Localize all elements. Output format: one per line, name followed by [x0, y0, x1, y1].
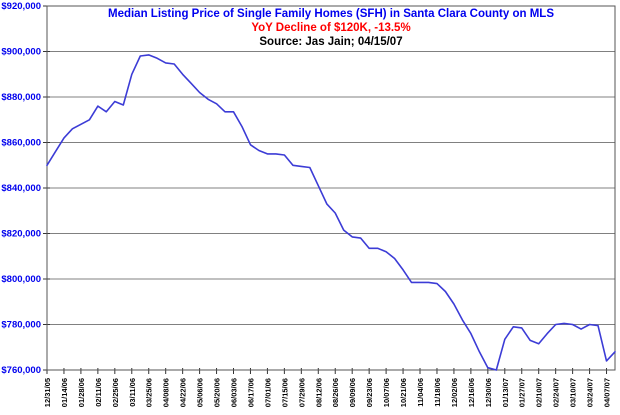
x-axis-label-07/29/06: 07/29/06 [297, 378, 306, 407]
x-axis-label-07/01/06: 07/01/06 [263, 378, 272, 407]
x-axis-label-04/08/06: 04/08/06 [162, 378, 171, 407]
x-axis-label-03/10/07: 03/10/07 [569, 378, 578, 407]
x-axis-label-05/06/06: 05/06/06 [196, 378, 205, 407]
x-axis-label-03/25/06: 03/25/06 [145, 378, 154, 407]
x-axis-label-03/24/07: 03/24/07 [586, 378, 595, 407]
x-axis-label-01/13/07: 01/13/07 [501, 378, 510, 407]
x-axis-label-08/12/06: 08/12/06 [314, 378, 323, 407]
x-axis-label-03/11/06: 03/11/06 [128, 378, 137, 407]
plot-frame [46, 5, 616, 371]
x-axis-label-06/03/06: 06/03/06 [230, 378, 239, 407]
x-axis-label-09/23/06: 09/23/06 [365, 378, 374, 407]
y-axis-label-920000: $920,000 [1, 1, 41, 12]
x-axis-label-02/25/06: 02/25/06 [111, 378, 120, 407]
x-axis-label-10/21/06: 10/21/06 [399, 378, 408, 407]
x-axis-label-12/30/06: 12/30/06 [484, 378, 493, 407]
x-axis-label-12/31/05: 12/31/05 [43, 378, 52, 407]
x-axis-label-01/28/06: 01/28/06 [77, 378, 86, 407]
x-axis-label-12/16/06: 12/16/06 [467, 378, 476, 407]
x-axis-label-10/07/06: 10/07/06 [382, 378, 391, 407]
price-series-line [46, 54, 616, 371]
y-axis-label-780000: $780,000 [1, 320, 41, 331]
x-axis-label-07/15/06: 07/15/06 [280, 378, 289, 407]
x-axis-label-02/24/07: 02/24/07 [552, 378, 561, 407]
x-axis-label-01/14/06: 01/14/06 [60, 378, 69, 407]
y-axis-label-840000: $840,000 [1, 183, 41, 194]
y-axis-label-860000: $860,000 [1, 138, 41, 149]
x-axis-label-06/17/06: 06/17/06 [246, 378, 255, 407]
x-axis-label-11/18/06: 11/18/06 [433, 378, 442, 407]
x-axis-label-02/11/06: 02/11/06 [94, 378, 103, 407]
x-axis-label-02/10/07: 02/10/07 [535, 378, 544, 407]
x-axis-label-01/27/07: 01/27/07 [518, 378, 527, 407]
x-axis-label-08/26/06: 08/26/06 [331, 378, 340, 407]
y-axis-label-900000: $900,000 [1, 47, 41, 58]
y-axis-label-800000: $800,000 [1, 274, 41, 285]
x-axis-label-05/20/06: 05/20/06 [213, 378, 222, 407]
x-axis-label-04/22/06: 04/22/06 [179, 378, 188, 407]
x-axis-label-12/02/06: 12/02/06 [450, 378, 459, 407]
y-axis-label-760000: $760,000 [1, 365, 41, 376]
x-axis-label-09/09/06: 09/09/06 [348, 378, 357, 407]
y-axis-label-880000: $880,000 [1, 92, 41, 103]
x-axis-label-11/04/06: 11/04/06 [416, 378, 425, 407]
y-axis-label-820000: $820,000 [1, 229, 41, 240]
x-axis-label-04/07/07: 04/07/07 [603, 378, 612, 407]
